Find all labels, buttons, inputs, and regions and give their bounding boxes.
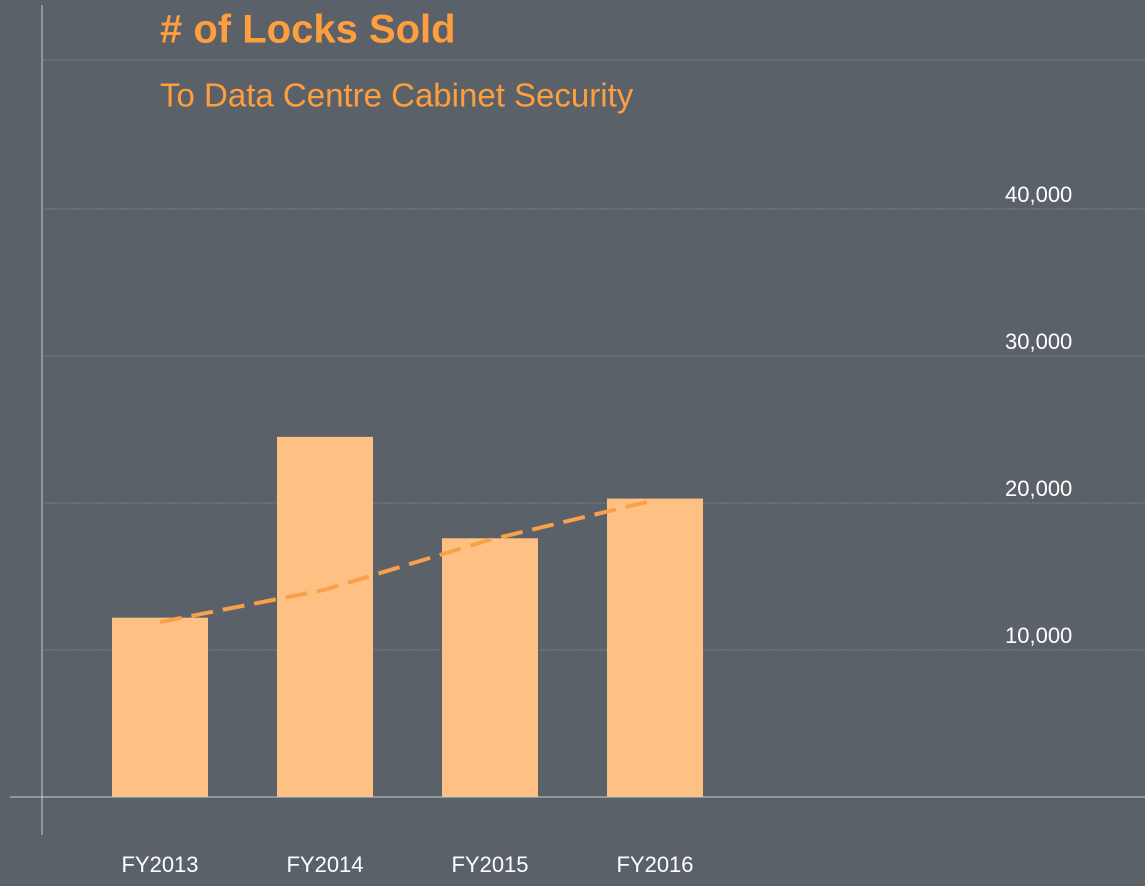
bar [442,538,538,797]
bar [112,617,208,797]
y-tick-label: 10,000 [1005,623,1072,648]
chart-title: # of Locks Sold [160,8,456,52]
x-tick-label: FY2014 [286,852,363,877]
trendline [159,498,656,625]
y-tick-label: 20,000 [1005,476,1072,501]
y-tick-label: 30,000 [1005,329,1072,354]
x-tick-label: FY2015 [451,852,528,877]
x-tick-label: FY2016 [616,852,693,877]
bar [277,436,373,797]
bar [607,498,703,797]
chart-subtitle: To Data Centre Cabinet Security [160,77,634,114]
x-tick-label: FY2013 [121,852,198,877]
y-tick-label: 40,000 [1005,182,1072,207]
